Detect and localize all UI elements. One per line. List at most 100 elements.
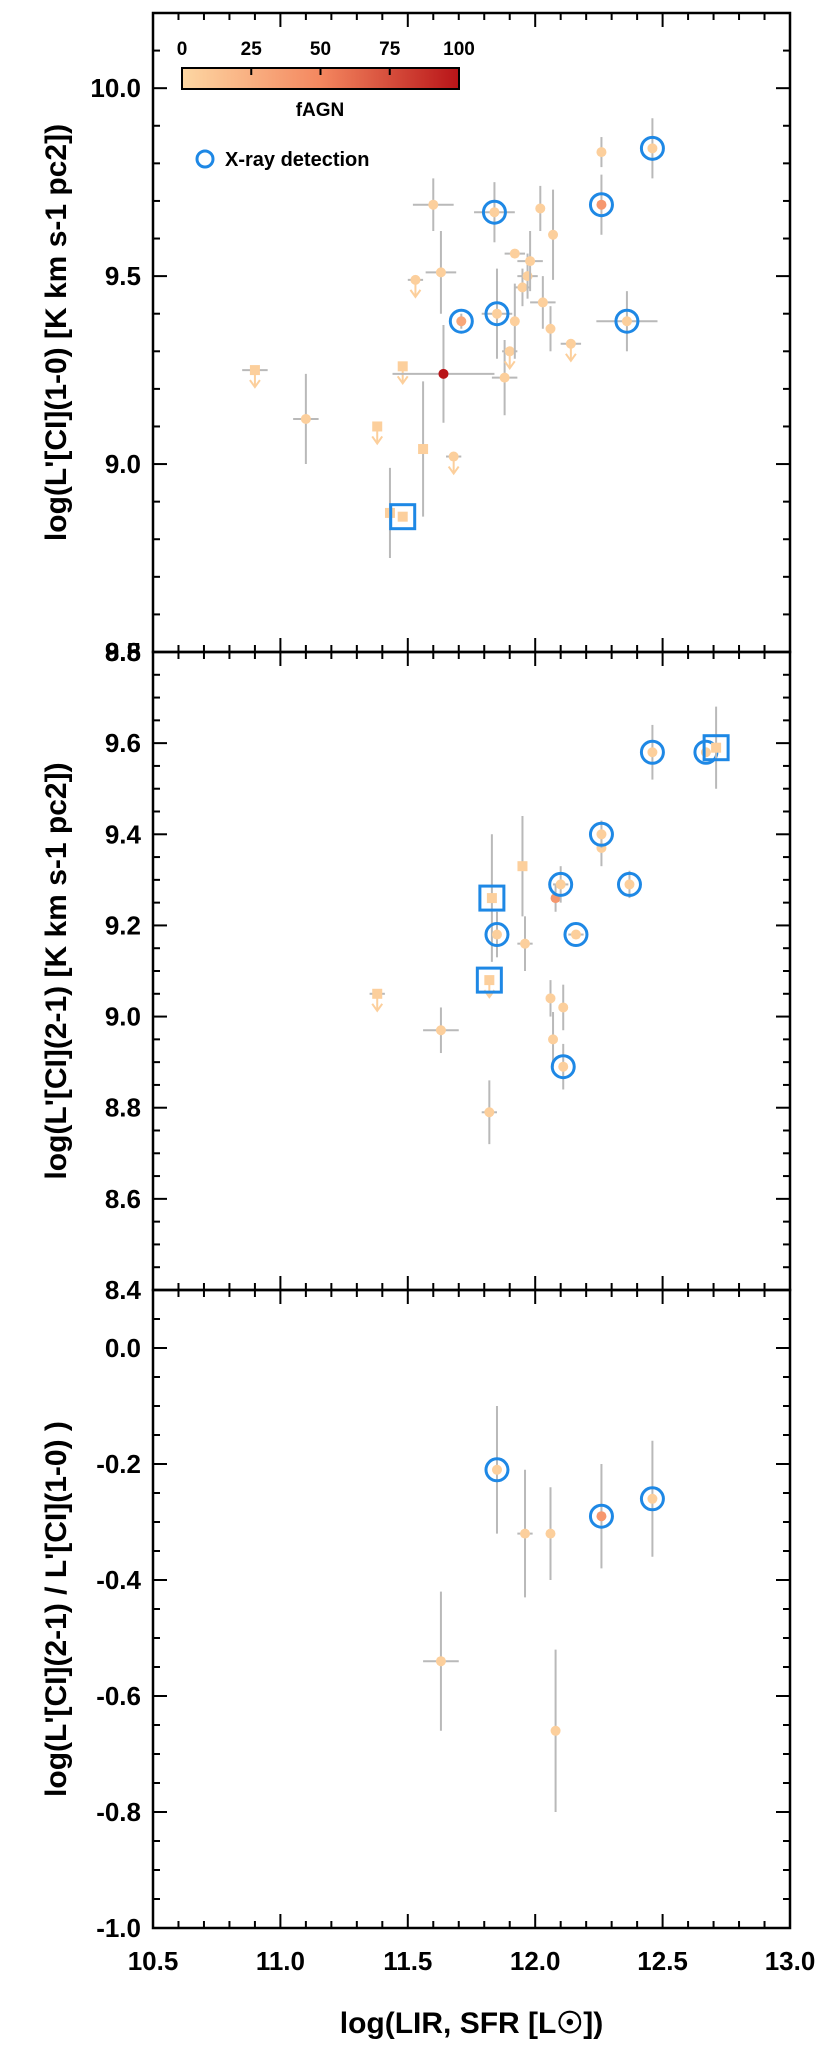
point-marker xyxy=(624,879,635,890)
y-tick-label: -1.0 xyxy=(96,1913,141,1943)
data-point xyxy=(639,1440,665,1557)
panel-top: 8.5 9.0 9.5 10.0 log(L'[CI](1-0) [K km s-1 p… xyxy=(40,11,792,667)
point-marker xyxy=(558,1002,569,1013)
upper-limit-arrow xyxy=(249,379,261,389)
data-point xyxy=(616,870,642,899)
y-tick-label: 9.2 xyxy=(105,910,141,940)
data-point xyxy=(484,1406,510,1534)
xray-marker xyxy=(588,1503,614,1529)
data-point xyxy=(596,291,658,352)
data-point xyxy=(550,1649,561,1812)
colorbar-tick-label: 50 xyxy=(310,39,331,60)
point-marker xyxy=(410,274,421,285)
data-point xyxy=(407,274,424,299)
point-marker xyxy=(438,368,449,379)
point-marker xyxy=(550,1725,561,1736)
y-axis-title: log(L'[CI](1-0) [K km s-1 pc2]) xyxy=(40,124,73,541)
data-point xyxy=(517,1469,533,1598)
xray-marker xyxy=(614,308,640,334)
data-point xyxy=(560,338,582,363)
x-tick-label: 11.5 xyxy=(383,1946,432,1976)
xray-marker xyxy=(484,922,510,948)
data-point xyxy=(509,283,520,359)
point-marker xyxy=(555,879,566,890)
xray-marker xyxy=(702,734,730,762)
data-point xyxy=(639,724,665,780)
data-point xyxy=(550,1043,576,1090)
xray-marker xyxy=(588,821,614,847)
point-marker xyxy=(456,316,467,327)
data-point xyxy=(242,365,268,389)
xray-marker xyxy=(475,966,503,994)
data-point xyxy=(588,820,614,848)
point-marker xyxy=(548,229,559,240)
data-point xyxy=(425,231,457,314)
panel-bottom: -1.0 -0.8 -0.6 -0.4 -0.2 0.0 log(L'[CI](2-1) /… xyxy=(40,1288,792,1943)
y-tick-label: 9.5 xyxy=(105,261,141,291)
point-marker xyxy=(548,1034,559,1045)
data-point xyxy=(478,834,506,962)
xray-marker xyxy=(484,301,510,327)
upper-limit-arrow xyxy=(503,360,516,371)
point-marker xyxy=(520,1528,531,1539)
point-marker xyxy=(545,323,556,334)
point-marker xyxy=(545,1528,556,1539)
data-point xyxy=(389,503,417,531)
data-point xyxy=(517,816,528,917)
data-point xyxy=(545,980,556,1017)
data-point xyxy=(369,988,385,1013)
colorbar-tick-label: 0 xyxy=(177,39,188,60)
data-point xyxy=(371,421,384,446)
data-point xyxy=(535,185,546,232)
point-marker xyxy=(517,861,528,872)
point-marker xyxy=(545,993,556,1004)
upper-limit-arrow xyxy=(371,435,384,446)
xray-marker xyxy=(478,884,506,912)
point-marker xyxy=(596,829,607,840)
upper-limit-arrow xyxy=(409,289,422,299)
data-point xyxy=(412,178,454,232)
point-marker xyxy=(647,1493,658,1504)
data-point xyxy=(596,137,607,168)
point-marker xyxy=(418,444,429,455)
colorbar: 0 25 50 75 100 fAGN xyxy=(177,39,475,121)
xray-marker xyxy=(639,739,665,765)
point-marker xyxy=(621,316,632,327)
point-marker xyxy=(300,413,311,424)
data-point xyxy=(548,189,559,280)
colorbar-tick-label: 100 xyxy=(443,39,475,60)
upper-limit-arrow xyxy=(396,375,409,386)
y-tick-label: 9.0 xyxy=(105,1002,141,1032)
xray-marker xyxy=(616,871,642,897)
point-marker xyxy=(489,207,500,218)
y-axis-title: log(L'[CI](2-1) / L'[CI](1-0) ) xyxy=(40,1421,73,1797)
y-tick-label: 8.5 xyxy=(105,637,141,667)
point-marker xyxy=(711,742,722,753)
colorbar-tick-label: 75 xyxy=(379,39,401,60)
data-point xyxy=(548,1012,559,1067)
data-point xyxy=(588,1464,614,1569)
y-tick-label: 0.0 xyxy=(105,1333,141,1363)
point-marker xyxy=(491,308,502,319)
data-point xyxy=(517,231,543,292)
point-marker xyxy=(596,199,607,210)
panel-middle: 8.4 8.6 8.8 9.0 9.2 9.4 9.6 9.8 log(L'[CI](2-1) … xyxy=(40,637,792,1305)
y-tick-label: 9.0 xyxy=(105,449,141,479)
xray-marker xyxy=(588,192,614,218)
point-marker xyxy=(428,199,439,210)
point-marker xyxy=(448,451,459,462)
data-point xyxy=(588,174,614,235)
point-marker xyxy=(504,346,515,357)
point-marker xyxy=(486,893,497,904)
y-tick-label: 9.4 xyxy=(105,819,142,849)
point-marker xyxy=(484,1107,495,1118)
xray-marker xyxy=(548,871,574,897)
legend-label: X-ray detection xyxy=(225,149,369,171)
xray-marker xyxy=(484,1457,510,1483)
xray-marker xyxy=(639,135,665,161)
x-tick-label: 10.5 xyxy=(128,1946,179,1976)
point-marker xyxy=(484,975,495,986)
xray-marker xyxy=(389,503,417,531)
data-point xyxy=(639,118,665,179)
